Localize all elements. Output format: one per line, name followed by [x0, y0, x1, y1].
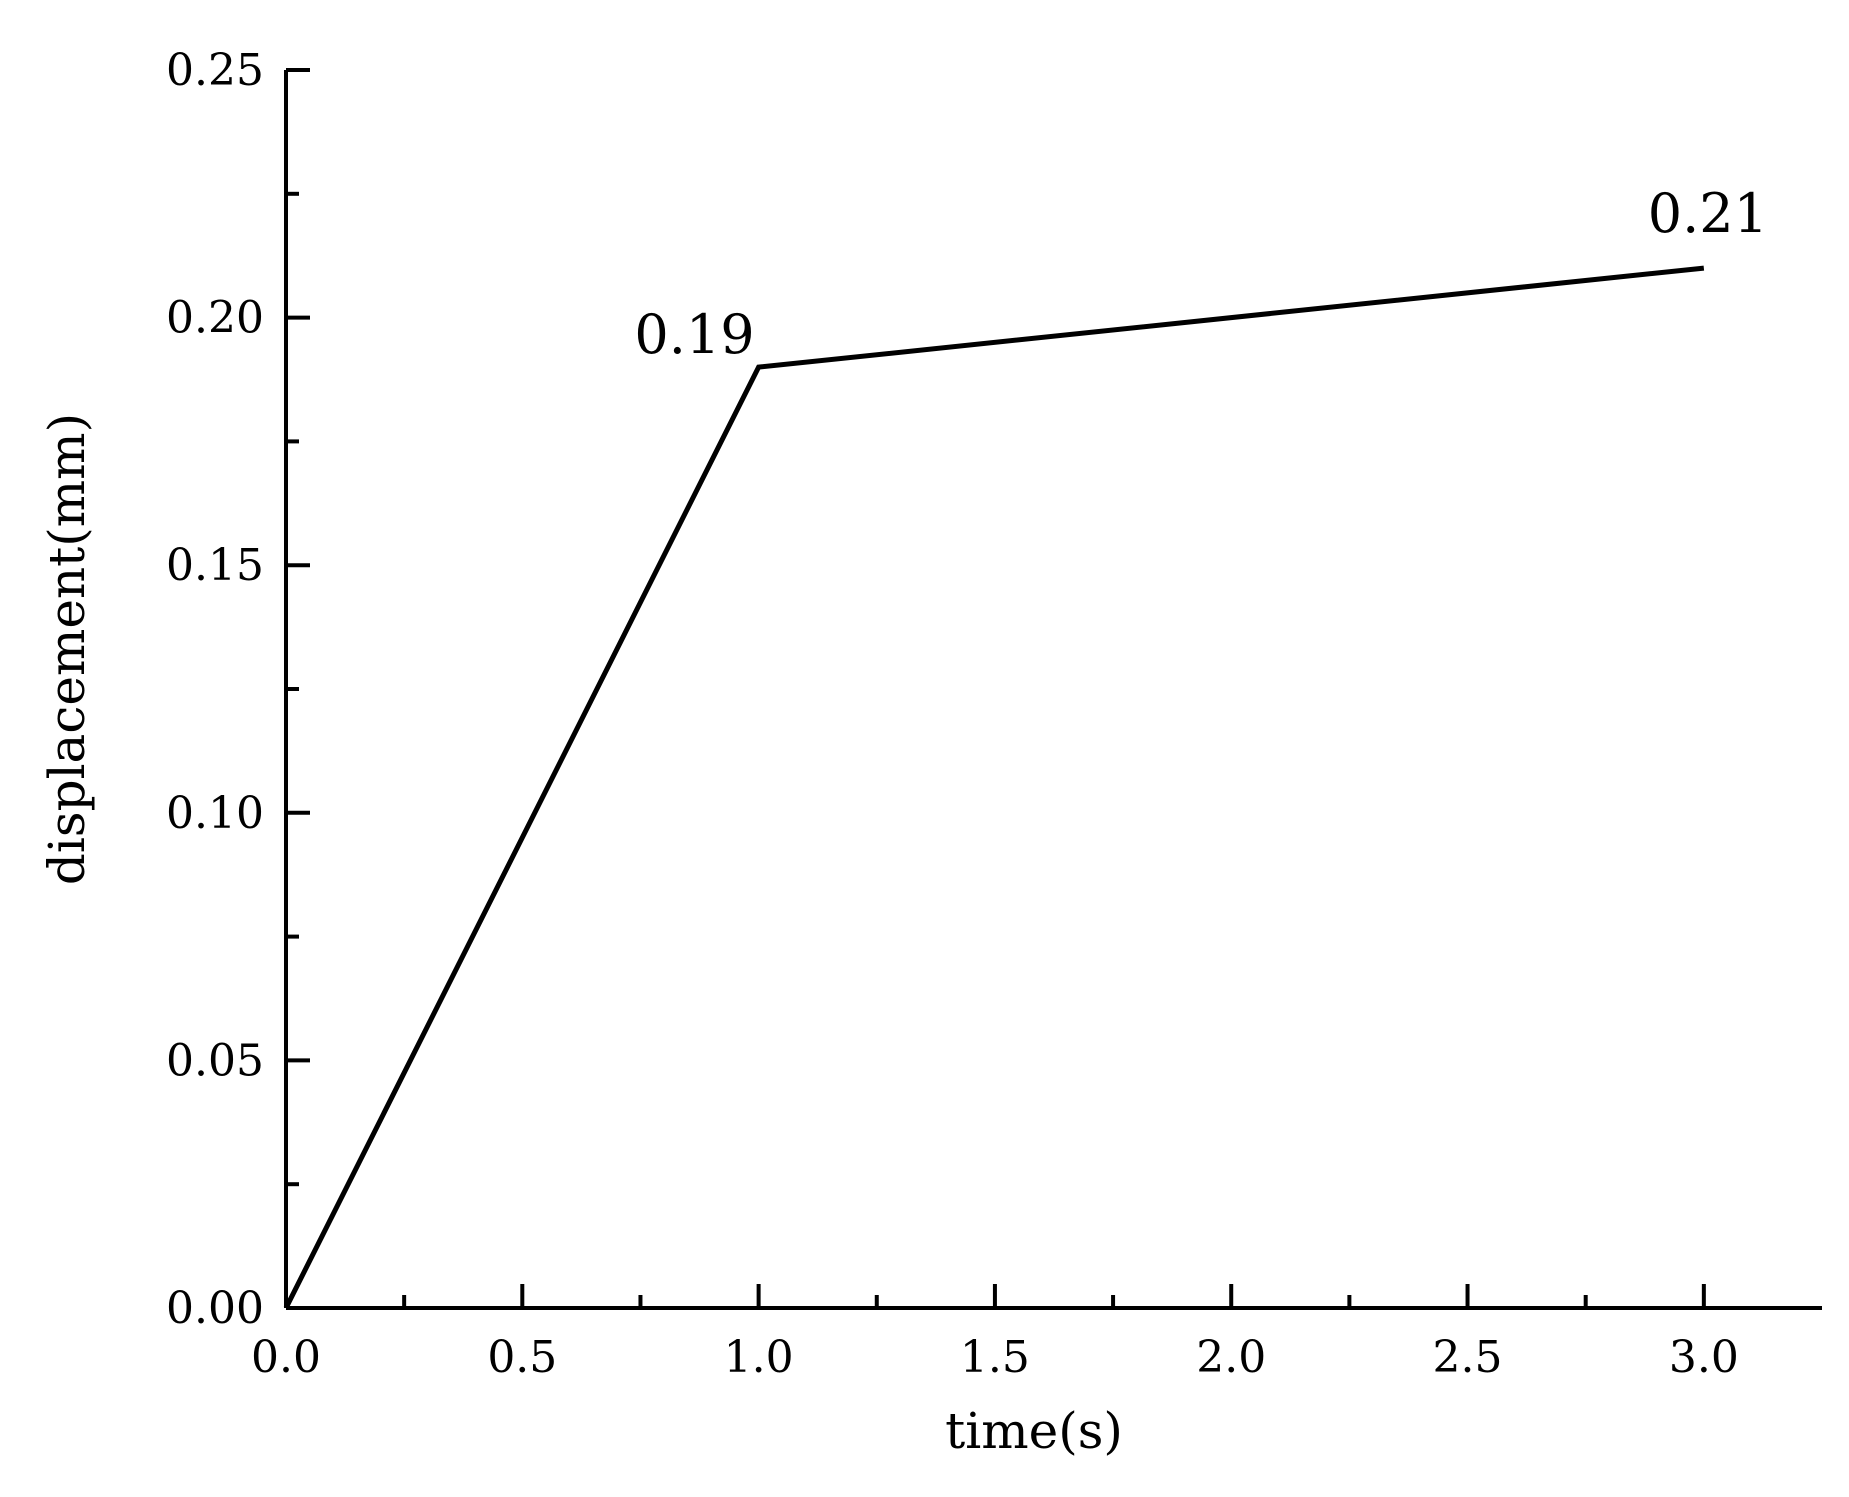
series-line [283, 265, 1705, 1310]
y-tick-label: 0.20 [166, 293, 264, 344]
y-axis-title: displacement(mm) [38, 413, 96, 885]
axes [284, 70, 1822, 1310]
series [283, 265, 1705, 1310]
x-tick-label: 0.5 [487, 1332, 557, 1383]
data-label: 0.19 [634, 303, 754, 366]
x-tick-label: 0.0 [251, 1332, 321, 1383]
x-axis-title: time(s) [945, 1402, 1123, 1460]
x-tick-label: 1.5 [960, 1332, 1030, 1383]
x-tick-label: 2.5 [1433, 1332, 1503, 1383]
labels: 0.19 0.21 [634, 182, 1768, 366]
y-tick-label: 0.10 [166, 788, 264, 839]
x-tick-label: 2.0 [1196, 1332, 1266, 1383]
data-label: 0.21 [1648, 182, 1768, 245]
y-tick-label: 0.25 [166, 45, 264, 96]
x-tick-label: 1.0 [724, 1332, 794, 1383]
y-tick-label: 0.15 [166, 540, 264, 591]
y-tick-label: 0.00 [166, 1283, 264, 1334]
ticks: 0.0 0.5 1.0 1.5 2.0 2.5 3.0 0.00 0.05 0.10 0.15 0.2… [166, 45, 1739, 1383]
x-tick-label: 3.0 [1669, 1332, 1739, 1383]
y-tick-label: 0.05 [166, 1035, 264, 1086]
